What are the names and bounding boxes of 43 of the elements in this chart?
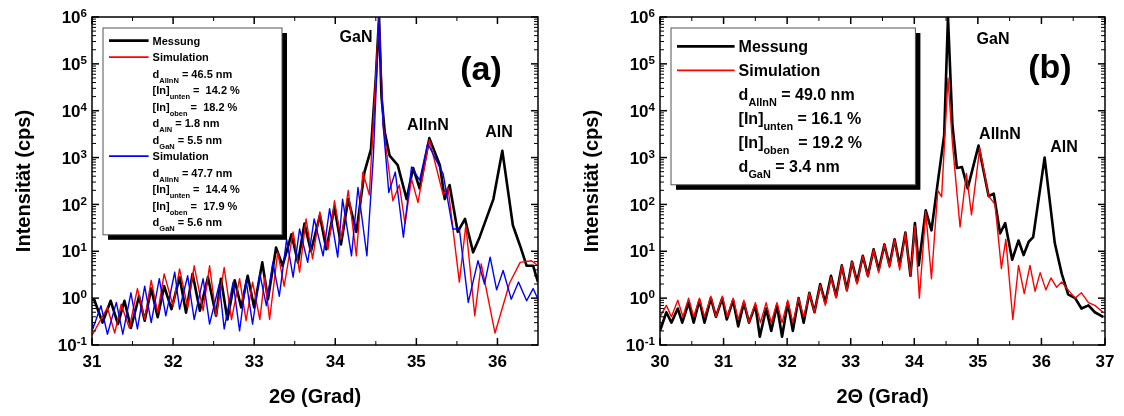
y-tick-label: 10$^{6}$ — [629, 7, 655, 28]
y-tick-label: 10$^{1}$ — [629, 241, 656, 262]
annotation: AlN — [1050, 137, 1078, 155]
x-tick-label: 34 — [904, 352, 925, 371]
x-tick-label: 32 — [777, 352, 797, 371]
x-tick-label: 37 — [1095, 352, 1115, 371]
x-tick-label: 33 — [841, 352, 861, 371]
x-axis-title: 2Θ (Grad) — [836, 385, 929, 407]
y-tick-label: 10$^{6}$ — [61, 7, 87, 28]
y-tick-label: 10$^{1}$ — [61, 241, 88, 262]
y-tick-label: 10$^{3}$ — [629, 147, 655, 168]
legend-label: Messung — [738, 38, 808, 55]
x-tick-label: 35 — [968, 352, 988, 371]
y-tick-label: 10$^{5}$ — [61, 53, 88, 74]
text: Simulation d$_{AlInN}$ = 46.5 nm [In]$_{unten}$ = 14.2 % [In]$_{oben}$ = 18.2 % d$_{AlN}$ = 1.8 nm d$_{GaN}$ = 5.5 nm — [152, 51, 240, 150]
x-tick-label: 36 — [487, 352, 507, 371]
x-tick-label: 31 — [714, 352, 734, 371]
y-tick-label: 10$^{4}$ — [61, 100, 88, 121]
y-tick-label: 10$^{0}$ — [61, 288, 87, 309]
y-axis-title: Intensität (cps) — [580, 109, 602, 253]
y-tick-label: 10$^{0}$ — [629, 288, 655, 309]
annotation: GaN — [339, 27, 373, 45]
annotation: (a) — [460, 48, 502, 87]
text: Simulation d$_{AlInN}$ = 49.0 nm [In]$_{unten}$ = 16.1 % [In]$_{oben}$ = 19.2 % d$_{GaN}$ = 3.4 nm — [738, 62, 862, 180]
legend-label: Messung — [152, 34, 201, 47]
annotation: GaN — [976, 29, 1010, 47]
annotation: AlN — [485, 122, 513, 140]
y-axis-title: Intensität (cps) — [12, 109, 34, 253]
y-tick-label: 10$^{3}$ — [61, 147, 87, 168]
y-tick-label: 10$^{2}$ — [61, 194, 87, 215]
x-tick-label: 34 — [325, 352, 346, 371]
x-tick-label: 36 — [1031, 352, 1051, 371]
x-tick-label: 33 — [244, 352, 264, 371]
annotation: AlInN — [407, 115, 449, 133]
annotation: (b) — [1028, 46, 1072, 85]
y-tick-label: 10$^{5}$ — [629, 53, 656, 74]
text: Simulation d$_{AlInN}$ = 47.7 nm [In]$_{unten}$ = 14.4 % [In]$_{oben}$ = 17.9 % d$_{GaN}$ = 5.6 nm — [152, 150, 240, 233]
x-tick-label: 32 — [163, 352, 183, 371]
y-tick-label: 10$^{2}$ — [629, 194, 655, 215]
y-tick-label: 10$^{4}$ — [629, 100, 656, 121]
annotation: AlInN — [979, 124, 1021, 142]
x-tick-label: 35 — [406, 352, 426, 371]
x-axis-title: 2Θ (Grad) — [268, 385, 362, 407]
